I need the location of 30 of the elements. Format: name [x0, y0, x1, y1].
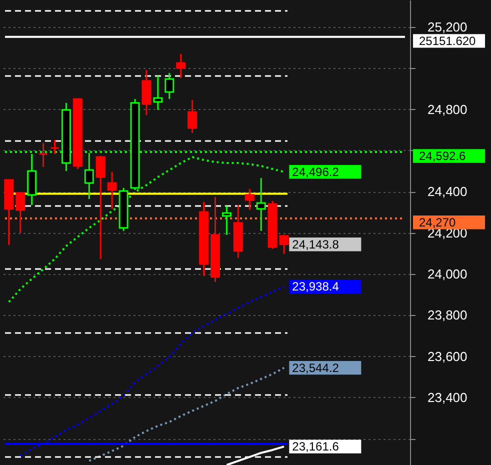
candlestick	[153, 75, 163, 111]
y-tick-label: 23,800	[428, 308, 468, 323]
candlestick	[142, 69, 152, 116]
y-tick-label: 25,200	[428, 19, 468, 34]
line-series	[88, 366, 286, 462]
candlestick	[164, 72, 174, 100]
candlestick	[16, 192, 26, 234]
candlestick	[222, 205, 232, 236]
data-label: 23,938.4	[292, 280, 340, 294]
text: 24,143.8	[292, 237, 339, 252]
candlestick	[188, 99, 198, 134]
data-label: 23,161.6	[292, 440, 340, 454]
candlestick	[107, 171, 117, 210]
y-tick-label: 24,400	[428, 184, 468, 200]
ref-line-label: 24,592.6	[419, 148, 466, 163]
candlestick	[96, 155, 106, 260]
y-tick-label: 23,400	[428, 390, 468, 405]
candlestick	[176, 53, 186, 79]
candlestick	[50, 139, 60, 155]
candlestick	[244, 188, 254, 211]
y-tick-label: 23,600	[428, 348, 468, 364]
ref-line-label: 25151.620	[419, 34, 476, 48]
candlestick	[38, 142, 48, 168]
candlestick	[256, 177, 266, 232]
y-tick-label: 24,800	[428, 102, 468, 117]
data-label: 23,544.2	[292, 360, 340, 375]
candlestick	[279, 234, 289, 255]
data-label: 24,496.2	[292, 164, 340, 179]
candlestick	[84, 152, 94, 200]
y-tick-label: 24,000	[428, 266, 468, 282]
